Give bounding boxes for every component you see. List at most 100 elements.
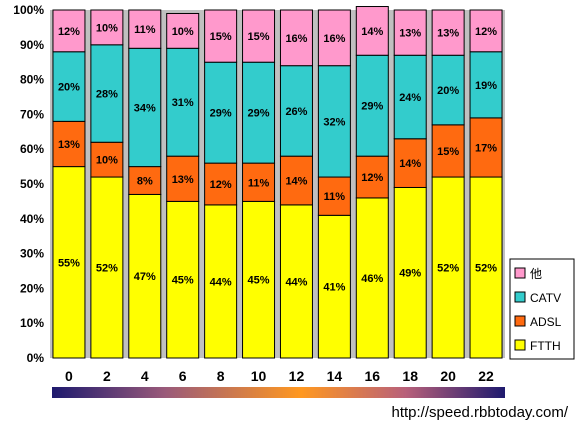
bar-segment-ADSL <box>431 124 465 178</box>
bar-segment-ADSL <box>128 166 162 195</box>
bar-value-label: 55% <box>58 257 80 269</box>
bar-value-label: 10% <box>172 26 194 38</box>
legend-swatch <box>514 291 526 303</box>
legend-label: 他 <box>530 267 542 281</box>
bar-segment-CATV <box>317 65 351 178</box>
x-tick-label: 8 <box>217 368 225 384</box>
bar-segment-FTTH <box>469 176 503 359</box>
bar-value-label: 16% <box>323 33 345 45</box>
bar-segment-他 <box>52 9 86 53</box>
bar-value-label: 13% <box>399 28 421 40</box>
bar-value-label: 12% <box>361 172 383 184</box>
bar-value-label: 20% <box>437 85 459 97</box>
bar-segment-CATV <box>431 54 465 126</box>
bar-value-label: 17% <box>475 142 497 154</box>
bar-value-label: 52% <box>437 263 459 275</box>
bar-segment-他 <box>469 9 503 53</box>
x-axis: 0 2 4 6 8 10 12 14 16 18 20 22 <box>65 368 494 384</box>
time-of-day-gradient-bar <box>52 387 505 398</box>
bar-segment-他 <box>242 9 276 63</box>
bar-value-label: 11% <box>134 24 156 36</box>
y-tick-label: 10% <box>20 316 44 330</box>
bar-segment-CATV <box>242 61 276 164</box>
bar-segment-FTTH <box>52 166 86 359</box>
bar-value-label: 45% <box>172 275 194 287</box>
legend-swatch <box>514 267 526 279</box>
y-tick-label: 100% <box>13 3 44 17</box>
bar-segment-ADSL <box>317 176 351 216</box>
legend-swatch <box>514 315 526 327</box>
bar-value-label: 34% <box>134 102 156 114</box>
bar-value-label: 15% <box>210 31 232 43</box>
y-tick-label: 0% <box>27 351 45 365</box>
bar-value-label: 20% <box>58 82 80 94</box>
bar-value-label: 52% <box>96 263 118 275</box>
bar-segment-CATV <box>204 61 238 164</box>
bar-value-label: 46% <box>361 273 383 285</box>
bar-segment-CATV <box>393 54 427 140</box>
bar-segment-CATV <box>90 44 124 143</box>
y-tick-label: 60% <box>20 142 44 156</box>
bar-value-label: 16% <box>285 33 307 45</box>
bar-value-label: 32% <box>323 116 345 128</box>
x-tick-label: 16 <box>365 368 381 384</box>
x-tick-label: 12 <box>289 368 305 384</box>
x-tick-label: 20 <box>440 368 456 384</box>
bar-segment-FTTH <box>242 200 276 359</box>
bar-value-label: 13% <box>172 174 194 186</box>
x-tick-label: 18 <box>402 368 418 384</box>
bar-segment-他 <box>204 9 238 63</box>
bar-value-label: 12% <box>475 26 497 38</box>
legend-swatch <box>514 339 526 351</box>
y-tick-label: 50% <box>20 177 44 191</box>
bar-segment-他 <box>90 9 124 46</box>
legend-label: FTTH <box>530 339 561 353</box>
legend: 他 CATV ADSL FTTH <box>509 258 575 360</box>
x-tick-label: 2 <box>103 368 111 384</box>
bar-segment-他 <box>166 12 200 49</box>
bar-value-label: 29% <box>361 101 383 113</box>
bar-segment-FTTH <box>166 200 200 359</box>
bar-segment-CATV <box>469 51 503 119</box>
x-tick-label: 4 <box>141 368 149 384</box>
plot-background <box>50 10 505 358</box>
source-url: http://speed.rbbtoday.com/ <box>392 404 569 421</box>
x-tick-label: 0 <box>65 368 73 384</box>
bar-value-label: 13% <box>437 28 459 40</box>
bar-value-label: 10% <box>96 22 118 34</box>
bar-segment-他 <box>431 9 465 56</box>
bar-value-label: 14% <box>361 26 383 38</box>
x-tick-label: 22 <box>478 368 494 384</box>
bar-segment-ADSL <box>393 138 427 188</box>
bar-value-label: 24% <box>399 92 421 104</box>
bar-value-label: 29% <box>210 108 232 120</box>
y-tick-label: 80% <box>20 73 44 87</box>
bar-segment-CATV <box>279 65 313 157</box>
x-tick-label: 14 <box>327 368 343 384</box>
bar-value-label: 45% <box>248 275 270 287</box>
bar-value-label: 14% <box>399 158 421 170</box>
bar-value-label: 11% <box>324 191 346 203</box>
bar-segment-CATV <box>52 51 86 122</box>
x-tick-label: 6 <box>179 368 187 384</box>
bar-value-label: 28% <box>96 89 118 101</box>
bar-value-label: 49% <box>399 268 421 280</box>
bar-segment-他 <box>355 6 389 56</box>
bar-segment-他 <box>393 9 427 56</box>
legend-label: ADSL <box>530 315 562 329</box>
legend-label: CATV <box>530 291 561 305</box>
bar-segment-ADSL <box>166 155 200 202</box>
bar-value-label: 29% <box>248 108 270 120</box>
bar-value-label: 15% <box>248 31 270 43</box>
y-tick-label: 30% <box>20 247 44 261</box>
bar-segment-他 <box>128 9 162 49</box>
bar-value-label: 44% <box>285 276 307 288</box>
bar-value-label: 52% <box>475 263 497 275</box>
bar-segment-他 <box>317 9 351 67</box>
y-tick-label: 70% <box>20 107 44 121</box>
bar-segment-FTTH <box>279 204 313 359</box>
bar-value-label: 13% <box>58 139 80 151</box>
bar-value-label: 12% <box>58 26 80 38</box>
bar-segment-CATV <box>166 47 200 157</box>
